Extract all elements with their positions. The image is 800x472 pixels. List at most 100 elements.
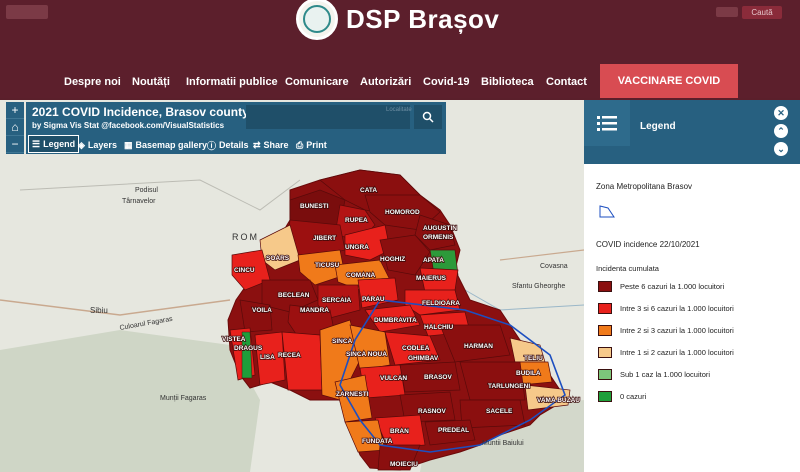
- commune-label: BUDILA: [516, 370, 541, 377]
- info-icon: ⓘ: [207, 140, 217, 151]
- close-icon[interactable]: ✕: [774, 106, 788, 120]
- polygon-symbol: [599, 205, 615, 218]
- region-rasnov[interactable]: [399, 391, 456, 423]
- legend-class: Intre 1 si 2 cazuri la 1.000 locuitori: [598, 345, 734, 359]
- commune-label: HOGHIZ: [380, 256, 405, 263]
- app-title-bar: 2021 COVID Incidence, Brasov county by S…: [26, 102, 446, 134]
- region-cincu[interactable]: [231, 249, 271, 291]
- region-moieciu[interactable]: [377, 444, 421, 471]
- legend-class: Intre 3 si 6 cazuri la 1.000 locuitori: [598, 301, 734, 315]
- mountain-terrain: [0, 330, 260, 472]
- chevron-up-icon[interactable]: ⌃: [774, 124, 788, 138]
- commune-label: PREDEAL: [438, 427, 469, 434]
- region-dumbravita[interactable]: [364, 304, 421, 333]
- map-view[interactable]: Podisul Târnavelor ROM Sibiu Culoarul Fa…: [0, 100, 584, 472]
- accessibility-button[interactable]: [6, 5, 48, 19]
- nav-comunicare[interactable]: Comunicare: [285, 76, 349, 88]
- commune-label: DUMBRAVITA: [374, 317, 417, 324]
- commune-label: CODLEA: [402, 345, 430, 352]
- region-ungra[interactable]: [344, 224, 391, 261]
- legend-class: 0 cazuri: [598, 389, 646, 403]
- region-sinca-noua[interactable]: [349, 324, 391, 371]
- nav-informatii-publice[interactable]: Informatii publice: [186, 76, 278, 88]
- legend-swatch: [598, 324, 612, 336]
- zoom-out-button[interactable]: −: [6, 136, 24, 153]
- region-sacele[interactable]: [459, 399, 526, 429]
- zoom-in-button[interactable]: +: [6, 102, 24, 119]
- place-label: Sibiu: [90, 306, 108, 315]
- legend-swatch: [598, 346, 612, 358]
- region-zarnesti[interactable]: [334, 374, 373, 423]
- commune-label: TARLUNGENI: [488, 383, 530, 390]
- dsp-logo[interactable]: [296, 0, 338, 40]
- region-codlea[interactable]: [384, 331, 441, 366]
- commune-label: JIBERT: [313, 235, 336, 242]
- search-icon[interactable]: [414, 105, 442, 129]
- region-beclean[interactable]: [261, 279, 319, 313]
- commune-label: BECLEAN: [278, 292, 310, 299]
- layers-icon: ◈: [78, 139, 85, 150]
- legend-tab-label: Legend: [43, 139, 76, 149]
- print-tab[interactable]: ⎙ Print: [296, 137, 327, 153]
- commune-label: RUPEA: [345, 217, 368, 224]
- legend-swatch: [598, 390, 612, 402]
- region-tarlungeni[interactable]: [459, 361, 526, 401]
- region-ticusu[interactable]: [297, 249, 346, 286]
- commune-label: LISA: [260, 354, 275, 361]
- share-tab[interactable]: ⇄ Share: [253, 137, 289, 153]
- legend-swatch: [598, 302, 612, 314]
- commune-label: HARMAN: [464, 343, 493, 350]
- chevron-down-icon[interactable]: ⌄: [774, 142, 788, 156]
- nav-biblioteca[interactable]: Biblioteca: [481, 76, 534, 88]
- nav-noutati[interactable]: Noutăți: [132, 76, 170, 88]
- home-icon[interactable]: ⌂: [6, 119, 24, 136]
- legend-class: Sub 1 caz la 1.000 locuitori: [598, 367, 710, 381]
- search-input[interactable]: Localitate: [246, 105, 412, 129]
- legend-layer-name: Zona Metropolitana Brasov: [596, 182, 693, 191]
- map-canvas[interactable]: Podisul Târnavelor ROM Sibiu Culoarul Fa…: [0, 100, 584, 472]
- nav-despre-noi[interactable]: Despre noi: [64, 76, 121, 88]
- basemap-tab[interactable]: ▦ Basemap gallery: [124, 137, 207, 153]
- legend-tab[interactable]: ☰ Legend: [28, 135, 80, 153]
- legend-field-name: Incidenta cumulata: [596, 264, 659, 273]
- grid-icon: ▦: [124, 139, 133, 150]
- vaccinare-covid-button[interactable]: VACCINARE COVID: [600, 64, 738, 98]
- basemap-tab-label: Basemap gallery: [135, 140, 208, 150]
- nav-contact[interactable]: Contact: [546, 76, 587, 88]
- commune-label: COMANA: [346, 272, 376, 279]
- commune-label: BRAN: [390, 428, 409, 435]
- region-vama-buzau[interactable]: [524, 384, 571, 411]
- legend-class-label: Intre 1 si 2 cazuri la 1.000 locuitori: [620, 347, 734, 357]
- commune-label: VAMA BUZAU: [537, 397, 580, 404]
- nav-covid-19[interactable]: Covid-19: [423, 76, 470, 88]
- commune-label: SINCA NOUA: [346, 351, 387, 358]
- region-augustin[interactable]: [414, 214, 456, 251]
- commune-label: MAIERUS: [416, 275, 447, 282]
- region-bran[interactable]: [374, 414, 426, 449]
- commune-label: SACELE: [486, 408, 513, 415]
- region-harman[interactable]: [439, 324, 511, 363]
- social-icon[interactable]: [716, 7, 738, 17]
- commune-label: CATA: [360, 187, 377, 194]
- region-hoghiz[interactable]: [379, 234, 431, 276]
- logo-emblem: [303, 5, 331, 33]
- app-title: 2021 COVID Incidence, Brasov county: [32, 105, 249, 119]
- region-recea[interactable]: [281, 331, 323, 391]
- details-tab[interactable]: ⓘ Details: [207, 137, 249, 153]
- zoom-controls: + ⌂ −: [6, 102, 24, 154]
- search-button[interactable]: Caută: [742, 6, 782, 19]
- region-voila[interactable]: [239, 299, 273, 333]
- legend-class-label: Sub 1 caz la 1.000 locuitori: [620, 369, 711, 379]
- region-predeal[interactable]: [424, 419, 476, 446]
- commune-label: HALCHIU: [424, 324, 454, 331]
- commune-label: APATA: [423, 257, 444, 264]
- commune-label: BUNESTI: [300, 203, 329, 210]
- region-lisa[interactable]: [254, 331, 286, 386]
- metro-zone-outline: [339, 299, 566, 453]
- commune-label: MOIECIU: [390, 461, 418, 468]
- legend-class-label: 0 cazuri: [620, 391, 647, 401]
- layers-tab[interactable]: ◈ Layers: [78, 137, 117, 153]
- site-title[interactable]: DSP Brașov: [346, 4, 500, 34]
- nav-autorizari[interactable]: Autorizări: [360, 76, 412, 88]
- region-dragus[interactable]: [241, 331, 253, 379]
